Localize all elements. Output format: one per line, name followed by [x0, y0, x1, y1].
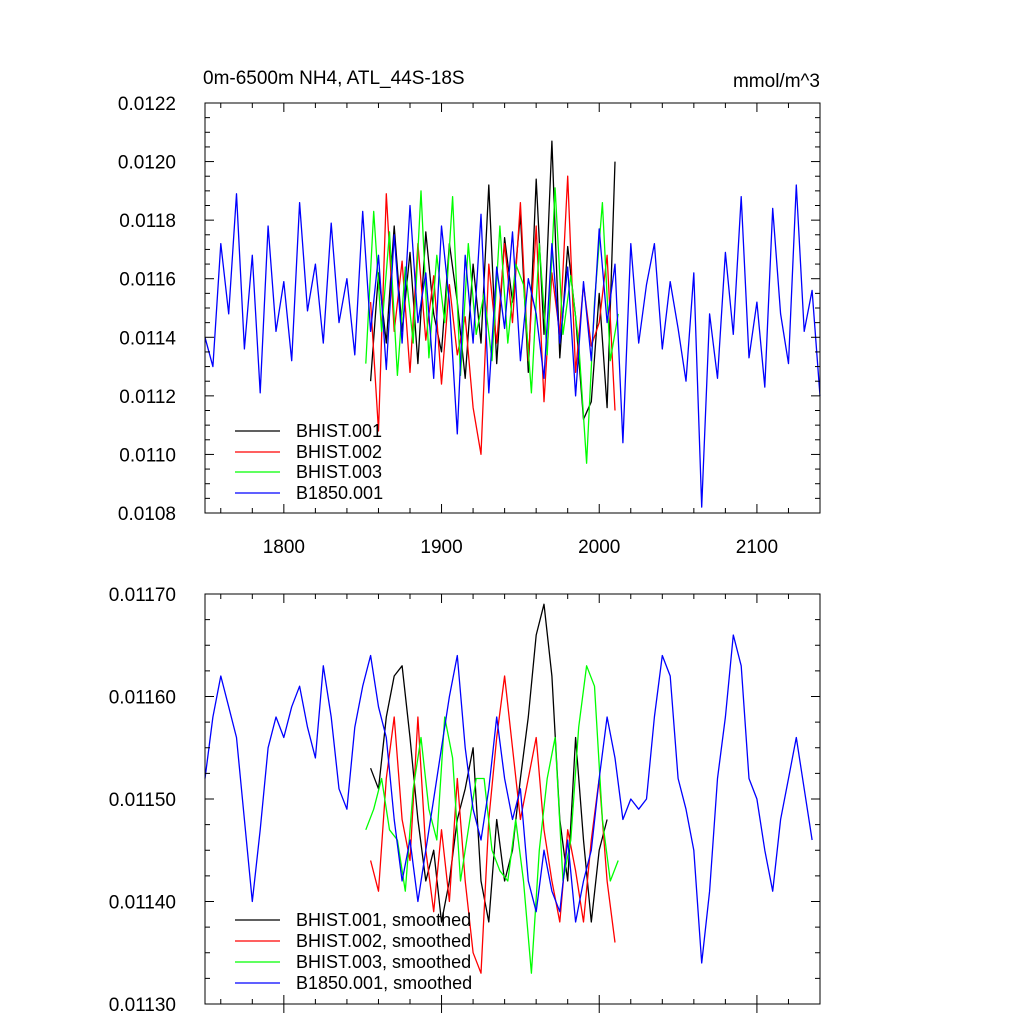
top-y-tick-label: 0.0112 [119, 387, 176, 408]
bottom-legend-item-1: BHIST.001, smoothed [235, 910, 471, 930]
top-legend-label-1: BHIST.001 [296, 421, 382, 441]
bottom-y-tick-label: 0.01140 [109, 893, 176, 914]
bottom-legend-item-3: BHIST.003, smoothed [235, 952, 471, 972]
top-y-tick-label: 0.0116 [119, 270, 176, 291]
bottom-y-tick-label: 0.01130 [109, 995, 176, 1016]
top-units: mmol/m^3 [733, 71, 820, 92]
top-y-tick-label: 0.0118 [119, 211, 176, 232]
top-y-tick-label: 0.0108 [118, 504, 176, 525]
top-legend-item-4: B1850.001 [235, 483, 383, 503]
bottom-legend-item-2: BHIST.002, smoothed [235, 931, 471, 951]
top-legend-label-3: BHIST.003 [296, 462, 382, 482]
bottom-panel: 0.01130 0.01140 0.01150 0.01160 0.01170 BHIS… [109, 585, 820, 1016]
top-y-tick-label: 0.0110 [119, 445, 176, 466]
bottom-legend-label-4: B1850.001, smoothed [296, 973, 472, 993]
top-y-tick-label: 0.0122 [118, 94, 176, 115]
top-x-tick-label: 2000 [578, 537, 620, 558]
bottom-legend: BHIST.001, smoothed BHIST.002, smoothed … [235, 910, 472, 993]
top-legend-item-2: BHIST.002 [235, 442, 382, 462]
top-x-tick-label: 2100 [736, 537, 778, 558]
top-x-tick-label: 1900 [420, 537, 462, 558]
bottom-legend-label-1: BHIST.001, smoothed [296, 910, 471, 930]
bottom-y-tick-label: 0.01160 [109, 688, 176, 709]
top-panel: 0m-6500m NH4, ATL_44S-18S mmol/m^3 1800 1… [118, 68, 820, 558]
top-legend-label-2: BHIST.002 [296, 442, 382, 462]
top-legend-item-1: BHIST.001 [235, 421, 382, 441]
top-x-tick-label: 1800 [263, 537, 305, 558]
top-legend-label-4: B1850.001 [296, 483, 383, 503]
bottom-legend-item-4: B1850.001, smoothed [235, 973, 472, 993]
top-y-tick-label: 0.0120 [118, 153, 176, 174]
bottom-y-tick-label: 0.01170 [109, 585, 176, 606]
bottom-legend-label-2: BHIST.002, smoothed [296, 931, 471, 951]
top-legend-item-3: BHIST.003 [235, 462, 382, 482]
bottom-y-tick-label: 0.01150 [109, 790, 176, 811]
top-series-line-2 [371, 176, 615, 454]
bottom-legend-label-3: BHIST.003, smoothed [296, 952, 471, 972]
top-title: 0m-6500m NH4, ATL_44S-18S [203, 68, 465, 89]
top-y-tick-label: 0.0114 [119, 328, 176, 349]
top-legend: BHIST.001 BHIST.002 BHIST.003 B1850.001 [235, 421, 383, 503]
